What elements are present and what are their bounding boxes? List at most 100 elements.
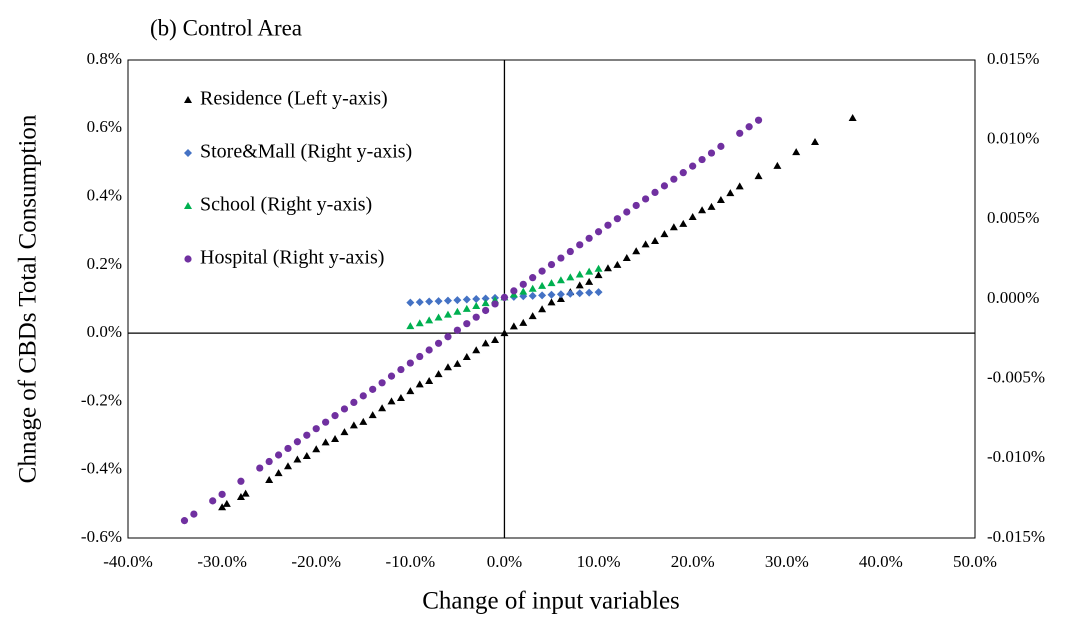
point [237, 477, 245, 485]
y2-tick-label: -0.005% [987, 368, 1045, 387]
point [472, 302, 481, 310]
point [745, 123, 753, 131]
point [500, 293, 509, 302]
point [331, 434, 340, 442]
x-tick-label: 0.0% [487, 552, 522, 571]
point [547, 290, 556, 299]
chart-title: (b) Control Area [150, 15, 302, 40]
point [651, 188, 659, 197]
y-axis-label: Chnage of CBDs Total Consumption [15, 114, 42, 483]
point [415, 380, 424, 388]
point [688, 213, 697, 221]
point [284, 444, 292, 453]
point [538, 305, 547, 313]
y2-tick-label: -0.010% [987, 447, 1045, 466]
point [453, 296, 462, 305]
point [218, 503, 227, 511]
y-tick-label: -0.4% [81, 459, 122, 478]
point [679, 219, 688, 227]
point [575, 281, 584, 289]
point [241, 489, 250, 497]
point [538, 281, 547, 289]
y-tick-label: -0.2% [81, 390, 122, 409]
legend-marker [184, 149, 192, 157]
point [519, 280, 527, 288]
point [369, 385, 377, 393]
y-tick-label: -0.6% [81, 527, 122, 546]
point [707, 149, 716, 157]
point [792, 148, 801, 156]
point [283, 462, 292, 470]
point [265, 475, 274, 483]
point [265, 457, 273, 466]
point [604, 221, 612, 229]
point [510, 287, 518, 295]
point [349, 421, 358, 429]
x-tick-label: 40.0% [859, 552, 903, 571]
point [472, 313, 480, 321]
y-tick-label: 0.0% [87, 322, 122, 341]
point [416, 352, 424, 361]
point [425, 346, 433, 354]
point [528, 312, 537, 320]
point [585, 234, 593, 242]
point [481, 294, 490, 303]
point [443, 310, 452, 318]
point [716, 195, 725, 203]
point [481, 299, 490, 307]
y2-tick-label: 0.015% [987, 49, 1039, 68]
point [547, 260, 556, 269]
point [425, 376, 434, 384]
legend-marker [184, 96, 192, 103]
point [236, 493, 245, 501]
x-tick-label: -10.0% [386, 552, 436, 571]
point [434, 370, 443, 378]
point [641, 240, 650, 248]
point [566, 247, 574, 256]
point [670, 175, 678, 183]
point [387, 372, 396, 380]
point [387, 397, 396, 405]
point [462, 353, 471, 361]
point [378, 379, 386, 387]
point [556, 295, 565, 302]
legend-label: Hospital (Right y-axis) [200, 247, 384, 269]
point [274, 451, 283, 459]
point [482, 306, 490, 315]
point [632, 201, 640, 210]
x-tick-label: 10.0% [577, 552, 621, 571]
y-tick-label: 0.6% [87, 117, 122, 136]
point [340, 405, 349, 413]
point [462, 295, 471, 304]
legend-marker [184, 202, 192, 209]
point [556, 276, 565, 284]
point [594, 228, 603, 236]
point [453, 359, 462, 367]
y-tick-label: 0.4% [87, 185, 122, 204]
point [632, 247, 641, 255]
legend-label: Residence (Left y-axis) [200, 88, 388, 110]
y2-tick-label: 0.000% [987, 288, 1039, 307]
point [462, 304, 471, 312]
y2-tick-label: 0.010% [987, 129, 1039, 148]
point [491, 335, 500, 343]
point [312, 445, 321, 453]
point [594, 271, 603, 279]
point [603, 264, 612, 272]
x-tick-label: 50.0% [953, 552, 997, 571]
point [726, 189, 735, 197]
point [340, 428, 349, 436]
point [585, 267, 594, 275]
x-axis-label: Change of input variables [422, 588, 680, 615]
point [368, 411, 377, 419]
point [754, 172, 763, 180]
point [547, 298, 556, 306]
point [322, 418, 330, 426]
point [397, 365, 405, 374]
point [406, 298, 415, 307]
point [453, 326, 461, 334]
point [415, 298, 424, 307]
point [566, 289, 575, 298]
point [519, 287, 528, 295]
point [735, 182, 744, 190]
